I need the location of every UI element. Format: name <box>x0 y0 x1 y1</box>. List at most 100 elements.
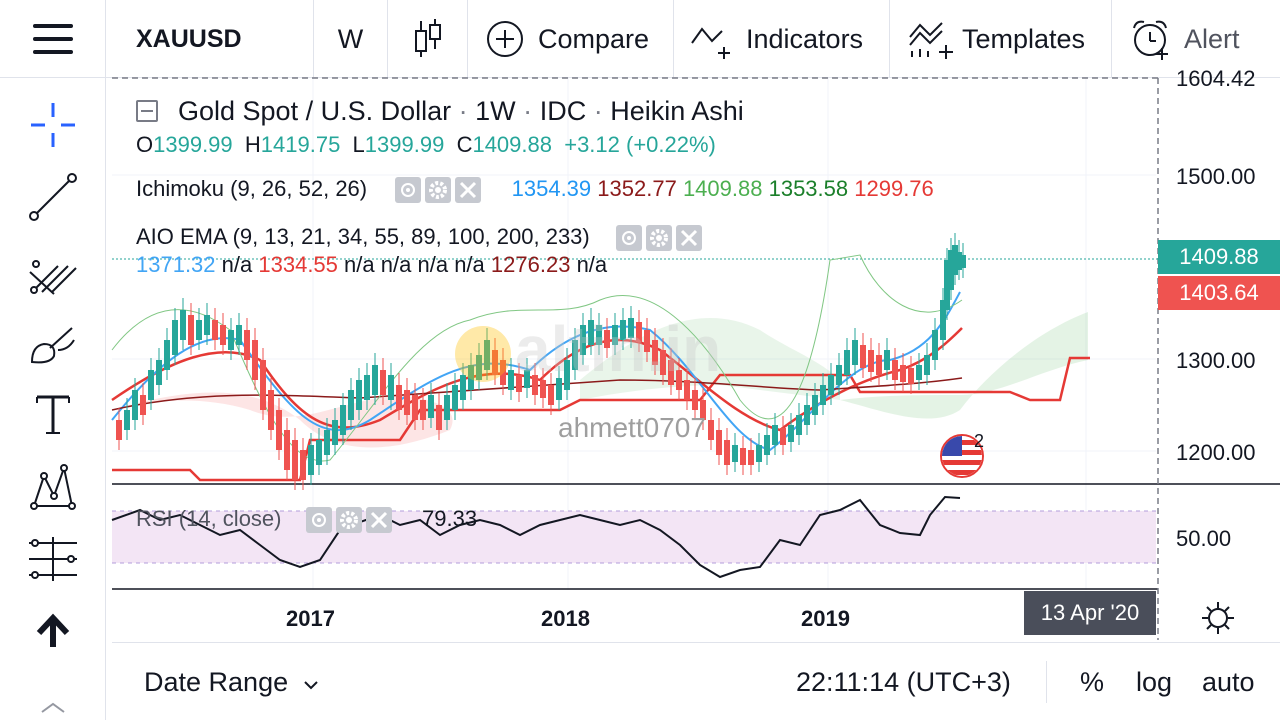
trend-line-tool[interactable] <box>26 170 80 224</box>
open-label: O <box>136 132 154 157</box>
timezone-button[interactable]: 22:11:14 (UTC+3) <box>796 667 1011 697</box>
templates-label: Templates <box>962 23 1086 54</box>
candle-body <box>412 395 418 420</box>
chart-type-button[interactable] <box>388 0 468 78</box>
top-toolbar: XAUUSD W Compare Indicators Templates Al… <box>0 0 1280 78</box>
candle-body <box>860 345 866 368</box>
chevron-up-icon <box>41 702 65 713</box>
ema-100: n/a <box>454 252 485 277</box>
collapse-toolbar-button[interactable] <box>26 604 80 658</box>
eye-icon <box>622 231 636 246</box>
visibility-button[interactable] <box>395 177 422 204</box>
candle-body <box>852 340 858 365</box>
log-scale-button[interactable]: log <box>1136 667 1173 697</box>
more-tools-button[interactable] <box>26 694 80 720</box>
pattern-tool[interactable] <box>26 460 80 514</box>
divider <box>1046 661 1047 703</box>
menu-button[interactable] <box>0 0 106 78</box>
candle-body <box>260 360 266 410</box>
candle-body <box>916 365 922 380</box>
candle-body <box>944 260 950 310</box>
candle-body <box>212 320 218 340</box>
interval-button[interactable]: W <box>314 0 388 78</box>
candle-body <box>364 375 370 400</box>
candle-body <box>236 325 242 345</box>
us-flag-icon <box>942 436 982 476</box>
ichimoku-cloud <box>840 312 1088 419</box>
candle-body <box>284 430 290 470</box>
percent-scale-button[interactable]: % <box>1080 667 1105 697</box>
candle-body <box>740 448 746 465</box>
candle-body <box>960 255 966 268</box>
visibility-button[interactable] <box>616 225 642 252</box>
date-range-button[interactable]: Date Range <box>144 667 320 698</box>
candle-body <box>748 450 754 465</box>
settings-button[interactable] <box>646 225 672 252</box>
ichimoku-legend: Ichimoku (9, 26, 52, 26) 1354.39 1352.77… <box>136 176 934 204</box>
symbol-search-button[interactable]: XAUUSD <box>106 0 314 78</box>
candle-body <box>828 375 834 395</box>
economic-events-badge[interactable] <box>940 434 984 478</box>
price-axis[interactable] <box>1158 78 1280 590</box>
brush-icon <box>30 327 75 364</box>
candle-body <box>764 435 770 455</box>
indicators-button[interactable]: Indicators <box>674 0 890 78</box>
alert-button[interactable]: Alert <box>1112 0 1280 78</box>
ohlc-legend: O1399.99 H1419.75 L1399.99 C1409.88 +3.1… <box>136 132 716 158</box>
visibility-button[interactable] <box>305 507 332 534</box>
settings-button[interactable] <box>425 177 452 204</box>
candle-body <box>188 315 194 345</box>
auto-scale-button[interactable]: auto <box>1202 667 1255 697</box>
interval-label: W <box>337 23 364 54</box>
pattern-icon <box>30 464 76 510</box>
remove-button[interactable] <box>455 177 482 204</box>
candle-body <box>884 350 890 370</box>
candle-body <box>372 365 378 395</box>
candle-body <box>428 395 434 418</box>
remove-button[interactable] <box>676 225 702 252</box>
legend-sep: · <box>458 96 468 126</box>
candle-body <box>340 405 346 435</box>
events-count: 2 <box>974 431 985 451</box>
text-icon <box>36 395 70 434</box>
collapse-legend-button[interactable] <box>136 99 158 122</box>
templates-icon <box>909 22 953 59</box>
compare-button[interactable]: Compare <box>468 0 674 78</box>
drawing-toolbar <box>0 78 106 720</box>
measure-tool[interactable] <box>26 532 80 586</box>
rsi-legend: RSI (14, close) 79.33 <box>136 506 477 534</box>
high-label: H <box>244 132 261 157</box>
text-tool[interactable] <box>26 388 80 442</box>
ichimoku-lead-a: 1353.58 <box>768 176 849 201</box>
ema-label: AIO EMA (9, 13, 21, 34, 55, 89, 100, 200… <box>136 224 590 249</box>
candle-body <box>140 395 146 415</box>
ema-legend: AIO EMA (9, 13, 21, 34, 55, 89, 100, 200… <box>136 224 706 252</box>
year-label: 2019 <box>801 606 850 631</box>
templates-button[interactable]: Templates <box>890 0 1112 78</box>
alert-label: Alert <box>1184 23 1240 54</box>
symbol-legend: Gold Spot / U.S. Dollar · 1W · IDC · Hei… <box>136 96 744 127</box>
candle-body <box>228 330 234 350</box>
candle-body <box>932 330 938 360</box>
low-value: 1399.99 <box>364 132 445 157</box>
candle-body <box>780 428 786 445</box>
gann-fib-tool[interactable] <box>26 244 80 298</box>
candle-body <box>124 410 130 430</box>
price-tick: 1300.00 <box>1176 348 1256 373</box>
ema-55: n/a <box>380 252 412 277</box>
last-price-tag: 1409.88 <box>1158 240 1280 274</box>
candle-body <box>812 395 818 415</box>
legend-source: IDC <box>539 96 587 126</box>
chart-settings-button[interactable] <box>1198 598 1238 638</box>
brush-tool[interactable] <box>26 318 80 372</box>
candlestick-icon <box>414 19 441 57</box>
bottom-toolbar: Date Range 22:11:14 (UTC+3) % log auto <box>112 642 1280 720</box>
candle-body <box>316 440 322 465</box>
close-icon <box>460 182 477 199</box>
settings-button[interactable] <box>335 507 362 534</box>
candle-body <box>804 405 810 425</box>
remove-button[interactable] <box>365 507 392 534</box>
chevron-down-icon <box>303 681 318 690</box>
gear-icon <box>429 181 448 200</box>
crosshair-tool[interactable] <box>26 98 80 152</box>
